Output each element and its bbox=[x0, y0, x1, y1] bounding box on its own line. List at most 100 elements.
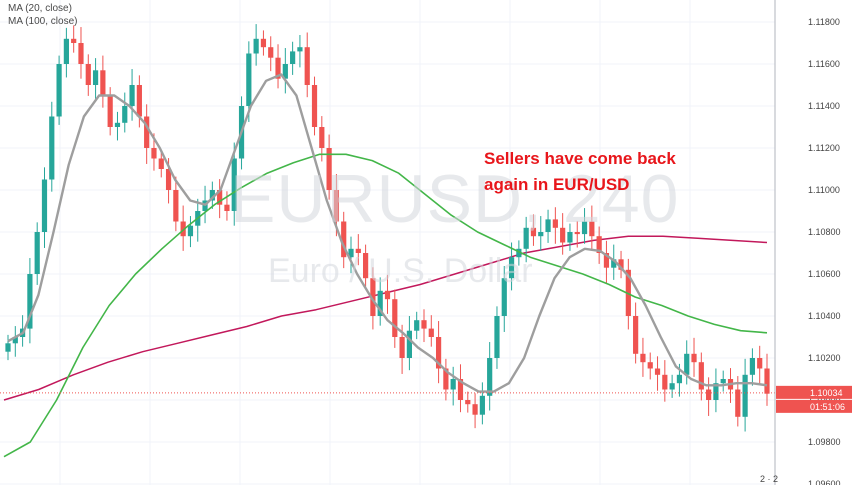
candle-body bbox=[282, 64, 288, 79]
candle-body bbox=[326, 148, 332, 190]
badge-1[interactable]: 2 bbox=[760, 474, 766, 484]
candle-body bbox=[472, 404, 478, 415]
candle-body bbox=[78, 43, 84, 64]
grid-lines bbox=[0, 0, 775, 485]
candle-body bbox=[173, 190, 179, 222]
corner-badges: 2 · 2 bbox=[760, 474, 779, 484]
candle-body bbox=[494, 316, 500, 358]
candle-body bbox=[253, 38, 259, 54]
y-tick-label: 1.10800 bbox=[808, 227, 841, 237]
watermark-name: Euro / U.S. Dollar bbox=[268, 252, 533, 290]
candle-body bbox=[27, 274, 33, 329]
candle-body bbox=[187, 225, 194, 237]
candle-body bbox=[691, 353, 697, 363]
candle-body bbox=[596, 236, 602, 253]
candle-body bbox=[647, 362, 653, 369]
candle-body bbox=[406, 330, 412, 358]
candle-body bbox=[41, 179, 48, 232]
candle-body bbox=[450, 379, 456, 390]
candle-body bbox=[574, 232, 580, 235]
y-tick-label: 1.11600 bbox=[808, 59, 840, 69]
annotation-line-1: Sellers have come back bbox=[484, 149, 676, 168]
candle-body bbox=[355, 248, 361, 253]
candle-body bbox=[654, 368, 661, 375]
candle-body bbox=[56, 64, 62, 117]
y-tick-label: 1.09600 bbox=[808, 479, 841, 485]
candle-body bbox=[384, 290, 391, 300]
candle-body bbox=[217, 190, 223, 205]
candle-body bbox=[567, 232, 573, 243]
watermark-symbol: EURUSD, 240 bbox=[230, 161, 680, 237]
candle-body bbox=[399, 337, 405, 358]
candle-body bbox=[370, 278, 376, 316]
candle-body bbox=[341, 221, 347, 258]
timer-tag-bg bbox=[776, 399, 852, 413]
y-tick-label: 1.11200 bbox=[808, 143, 840, 153]
candle-body bbox=[165, 169, 172, 190]
price-tag-bg bbox=[776, 385, 852, 399]
candle-body bbox=[63, 38, 69, 64]
candle-body bbox=[311, 85, 318, 127]
candle-body bbox=[618, 259, 624, 270]
indicator-legend: MA (20, close) MA (100, close) bbox=[8, 2, 77, 28]
price-tag: 1.10034 bbox=[810, 388, 843, 398]
candle-body bbox=[144, 116, 150, 148]
candle-body bbox=[720, 379, 726, 384]
y-tick-label: 1.10400 bbox=[808, 311, 841, 321]
y-tick-label: 1.10200 bbox=[808, 353, 841, 363]
candle-body bbox=[421, 320, 427, 329]
annotation-text: Sellers have come back again in EUR/USD bbox=[484, 146, 676, 198]
y-tick-label: 1.11800 bbox=[808, 17, 840, 27]
candle-body bbox=[333, 190, 340, 222]
candle-body bbox=[290, 51, 296, 64]
candle-body bbox=[92, 70, 99, 85]
candle-body bbox=[12, 337, 18, 344]
candle-body bbox=[231, 158, 237, 211]
candle-body bbox=[589, 221, 595, 237]
y-tick-label: 1.09800 bbox=[808, 437, 841, 447]
candle-body bbox=[443, 368, 449, 390]
candle-body bbox=[100, 70, 106, 96]
candle-body bbox=[757, 358, 763, 369]
candle-body bbox=[735, 389, 741, 417]
candle-body bbox=[479, 395, 485, 415]
timer-tag: 01:51:06 bbox=[810, 402, 845, 412]
ma100-line bbox=[3, 153, 768, 458]
candle-body bbox=[457, 379, 464, 400]
y-tick-label: 1.11000 bbox=[808, 185, 840, 195]
candle-body bbox=[209, 190, 215, 201]
candle-body bbox=[107, 95, 113, 127]
candle-body bbox=[508, 257, 515, 279]
candle-body bbox=[275, 57, 281, 79]
candle-body bbox=[545, 219, 551, 232]
candle-body bbox=[114, 122, 121, 127]
candle-body bbox=[71, 38, 77, 43]
candle-body bbox=[348, 248, 354, 258]
candle-body bbox=[698, 362, 704, 390]
candle-body bbox=[129, 85, 135, 106]
candle-body bbox=[180, 221, 186, 237]
candle-body bbox=[487, 358, 493, 396]
price-axis[interactable]: 1.11800 1.11600 1.11400 1.11200 1.11000 1.108… bbox=[774, 0, 852, 485]
legend-ma100[interactable]: MA (100, close) bbox=[8, 16, 78, 27]
candle-body bbox=[764, 368, 770, 394]
legend-ma20[interactable]: MA (20, close) bbox=[8, 3, 72, 14]
candle-body bbox=[684, 353, 690, 375]
candle-body bbox=[304, 47, 310, 85]
badge-2[interactable]: 2 bbox=[773, 474, 779, 484]
candle-body bbox=[523, 227, 529, 249]
candle-body bbox=[377, 290, 383, 316]
candle-body bbox=[246, 53, 252, 106]
candle-body bbox=[392, 299, 398, 337]
candle-body bbox=[581, 221, 588, 235]
candle-body bbox=[603, 253, 610, 268]
candle-body bbox=[516, 248, 522, 258]
candle-body bbox=[713, 383, 719, 400]
candle-body bbox=[297, 47, 303, 52]
candle-body bbox=[268, 47, 274, 58]
candle-body bbox=[633, 316, 639, 354]
candle-body bbox=[435, 337, 442, 369]
candle-body bbox=[363, 253, 369, 279]
candle-body bbox=[85, 64, 91, 85]
